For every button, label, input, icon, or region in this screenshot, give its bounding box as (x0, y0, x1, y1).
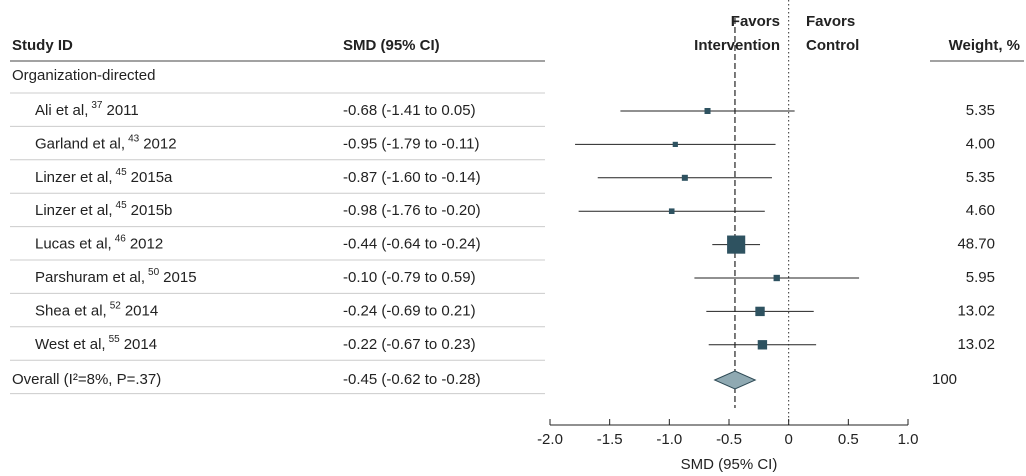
weight-label: 48.70 (957, 236, 995, 253)
study-ref: 45 (116, 166, 128, 177)
study-label: Linzer et al, 45 2015b (35, 200, 172, 219)
x-tick-label: -0.5 (716, 431, 742, 448)
ci-label: -0.24 (-0.69 to 0.21) (343, 302, 476, 319)
study-ref: 37 (91, 100, 103, 111)
study-name: Garland et al, (35, 135, 125, 152)
estimate-square (668, 208, 675, 214)
weight-label: 5.95 (966, 269, 995, 286)
estimate-square (681, 174, 688, 181)
study-year: 2015b (131, 202, 173, 219)
estimate-square (773, 274, 780, 282)
study-ref: 55 (109, 333, 121, 344)
ci-label: -0.98 (-1.76 to -0.20) (343, 202, 481, 219)
study-ref: 45 (116, 200, 128, 211)
study-label: Shea et al, 52 2014 (35, 300, 158, 319)
study-name: West et al, (35, 336, 106, 353)
study-year: 2011 (106, 102, 138, 119)
x-tick-label: -1.0 (656, 431, 682, 448)
estimate-square (672, 141, 678, 147)
study-label: Garland et al, 43 2012 (35, 133, 177, 152)
estimate-square (704, 107, 711, 115)
study-ref: 43 (128, 133, 140, 144)
weight-label: 13.02 (957, 302, 995, 319)
ci-label: -0.87 (-1.60 to -0.14) (343, 169, 481, 186)
estimate-square (757, 340, 768, 350)
ci-label: -0.10 (-0.79 to 0.59) (343, 269, 476, 286)
study-header: Study ID (12, 37, 73, 54)
study-ref: 50 (148, 267, 160, 278)
x-axis-label: SMD (95% CI) (681, 456, 778, 473)
study-year: 2012 (130, 236, 163, 253)
overall-label: Overall (I²=8%, P=.37) (12, 371, 161, 388)
study-ref: 46 (115, 233, 127, 244)
weight-label: 4.00 (966, 135, 995, 152)
weight-label: 5.35 (966, 169, 995, 186)
study-name: Parshuram et al, (35, 269, 145, 286)
study-ref: 52 (110, 300, 122, 311)
study-name: Ali et al, (35, 102, 88, 119)
study-year: 2015 (163, 269, 196, 286)
ci-header: SMD (95% CI) (343, 37, 440, 54)
ci-label: -0.68 (-1.41 to 0.05) (343, 102, 476, 119)
group-label: Organization-directed (12, 67, 155, 84)
study-label: Lucas et al, 46 2012 (35, 233, 163, 252)
favors-left: Intervention (694, 37, 780, 54)
estimate-square (727, 235, 746, 254)
weight-header: Weight, % (949, 37, 1020, 54)
favors-right: Favors (806, 13, 855, 30)
study-year: 2012 (143, 135, 176, 152)
x-tick-label: 0 (784, 431, 792, 448)
study-year: 2015a (131, 169, 173, 186)
ci-label: -0.45 (-0.62 to -0.28) (343, 371, 481, 388)
favors-right: Control (806, 37, 859, 54)
study-name: Linzer et al, (35, 202, 113, 219)
weight-label: 100 (932, 371, 957, 388)
ci-label: -0.95 (-1.79 to -0.11) (343, 135, 479, 152)
ci-label: -0.22 (-0.67 to 0.23) (343, 336, 476, 353)
weight-label: 5.35 (966, 102, 995, 119)
study-year: 2014 (125, 302, 158, 319)
favors-left: Favors (731, 13, 780, 30)
study-name: Shea et al, (35, 302, 107, 319)
x-tick-label: 1.0 (898, 431, 919, 448)
weight-label: 13.02 (957, 336, 995, 353)
study-name: Linzer et al, (35, 169, 113, 186)
study-label: Linzer et al, 45 2015a (35, 166, 173, 185)
x-tick-label: 0.5 (838, 431, 859, 448)
study-year: 2014 (124, 336, 157, 353)
x-tick-label: -1.5 (597, 431, 623, 448)
weight-label: 4.60 (966, 202, 995, 219)
ci-label: -0.44 (-0.64 to -0.24) (343, 236, 481, 253)
overall-diamond (713, 370, 757, 390)
study-label: Ali et al, 37 2011 (35, 100, 139, 119)
study-name: Lucas et al, (35, 236, 112, 253)
estimate-square (755, 306, 765, 317)
study-label: Parshuram et al, 50 2015 (35, 267, 197, 286)
x-tick-label: -2.0 (537, 431, 563, 448)
study-label: West et al, 55 2014 (35, 333, 157, 352)
